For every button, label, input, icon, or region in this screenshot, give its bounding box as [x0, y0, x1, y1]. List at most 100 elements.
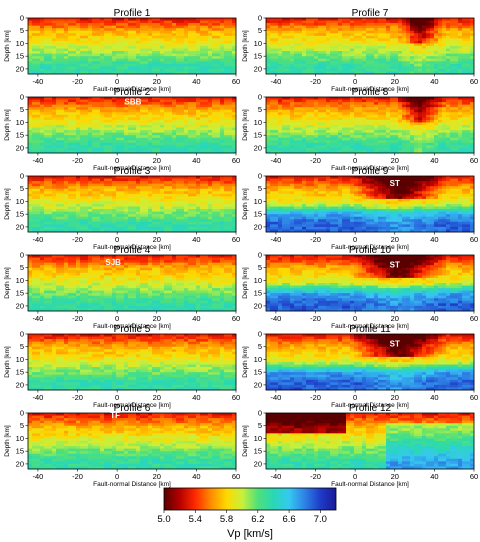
x-tick-label: -40	[32, 314, 43, 323]
x-axis-label: Fault-normal Distance [km]	[93, 244, 171, 251]
y-axis-label: Depth [km]	[4, 188, 11, 220]
y-tick-label: 0	[258, 93, 262, 102]
feature-annotation: ST	[390, 340, 400, 349]
panel-frame	[265, 175, 475, 233]
x-tick-label: -20	[310, 314, 321, 323]
profile-panels: Profile 1 -40 -20 0 20 40 60 Fault-normal Dista…	[4, 8, 478, 488]
panel-frame	[27, 333, 237, 391]
x-tick-label: 20	[153, 472, 161, 481]
y-tick-label: 5	[20, 342, 24, 351]
x-tick-label: 0	[115, 393, 119, 402]
y-tick-label: 5	[258, 184, 262, 193]
velocity-grid	[266, 97, 475, 154]
x-axis-label: Fault-normal Distance [km]	[93, 165, 171, 172]
y-axis-label: Depth [km]	[242, 188, 249, 220]
y-tick-label: 20	[16, 459, 24, 468]
panel-title: Profile 11	[349, 324, 391, 335]
y-tick-label: 5	[20, 263, 24, 272]
velocity-grid	[28, 413, 237, 470]
y-tick-label: 5	[20, 105, 24, 114]
x-tick-label: -20	[310, 393, 321, 402]
y-axis-label: Depth [km]	[4, 109, 11, 141]
y-tick-label: 10	[16, 39, 24, 48]
x-tick-label: 20	[391, 393, 399, 402]
x-tick-label: 60	[470, 235, 478, 244]
x-tick-label: -20	[72, 472, 83, 481]
colorbar-tick-label: 5.0	[157, 514, 170, 525]
profile-panel: Profile 8 -40 -20 0 20 40 60 Fault-normal Dista…	[242, 87, 478, 172]
y-tick-label: 20	[16, 222, 24, 231]
x-axis-label: Fault-normal Distance [km]	[93, 323, 171, 330]
profile-panel: Profile 10 -40 -20 0 20 40 60 Fault-normal Dist…	[242, 245, 478, 330]
x-tick-label: 40	[430, 393, 438, 402]
x-axis-label: Fault-normal Distance [km]	[331, 481, 409, 488]
profile-panel: Profile 11 -40 -20 0 20 40 60 Fault-normal Dist…	[242, 324, 478, 409]
profile-panel: Profile 2 -40 -20 0 20 40 60 Fault-normal Dista…	[4, 87, 240, 172]
x-axis-label: Fault-normal Distance [km]	[93, 481, 171, 488]
y-tick-label: 5	[258, 105, 262, 114]
x-tick-label: -20	[310, 156, 321, 165]
profile-panel: Profile 3 -40 -20 0 20 40 60 Fault-normal Dista…	[4, 166, 240, 251]
x-tick-label: -40	[270, 472, 281, 481]
x-tick-label: -20	[72, 156, 83, 165]
colorbar-tick-label: 5.8	[220, 514, 233, 525]
colorbar-label: Vp [km/s]	[227, 528, 273, 540]
panel-title: Profile 4	[114, 245, 151, 256]
y-tick-label: 20	[254, 222, 262, 231]
x-tick-label: 0	[353, 235, 357, 244]
feature-annotation: ST	[390, 179, 400, 188]
panel-frame	[27, 412, 237, 470]
y-tick-label: 20	[16, 301, 24, 310]
y-tick-label: 0	[258, 330, 262, 339]
x-tick-label: 40	[430, 472, 438, 481]
x-tick-label: 0	[115, 235, 119, 244]
x-tick-label: 20	[391, 472, 399, 481]
x-tick-label: -20	[72, 77, 83, 86]
x-tick-label: 60	[470, 156, 478, 165]
x-tick-label: -20	[310, 77, 321, 86]
x-tick-label: -40	[270, 77, 281, 86]
x-tick-label: 60	[470, 77, 478, 86]
x-tick-label: -40	[32, 393, 43, 402]
y-tick-label: 20	[254, 64, 262, 73]
y-tick-label: 20	[16, 64, 24, 73]
y-tick-label: 10	[254, 118, 262, 127]
x-tick-label: 20	[153, 235, 161, 244]
x-tick-label: 60	[470, 472, 478, 481]
x-tick-label: -20	[310, 472, 321, 481]
y-tick-label: 15	[16, 52, 24, 61]
y-tick-label: 20	[16, 380, 24, 389]
panel-title: Profile 9	[352, 166, 389, 177]
panel-title: Profile 6	[114, 403, 151, 414]
panel-title: Profile 5	[114, 324, 151, 335]
y-tick-label: 5	[258, 263, 262, 272]
x-tick-label: 40	[430, 156, 438, 165]
x-tick-label: -20	[310, 235, 321, 244]
panel-frame	[265, 254, 475, 312]
colorbar-tick-label: 5.4	[189, 514, 202, 525]
x-tick-label: 60	[232, 77, 240, 86]
x-tick-label: 60	[232, 393, 240, 402]
y-tick-label: 0	[258, 14, 262, 23]
y-tick-label: 0	[258, 172, 262, 181]
y-tick-label: 20	[254, 459, 262, 468]
colorbar: 5.0 5.4 5.8 6.2 6.6 7.0 Vp [km/s]	[157, 487, 337, 540]
colorbar-tick-label: 7.0	[314, 514, 327, 525]
x-tick-label: -40	[270, 156, 281, 165]
panel-title: Profile 1	[114, 8, 151, 19]
panel-frame	[27, 96, 237, 154]
feature-annotation: ST	[390, 261, 400, 270]
velocity-grid	[28, 18, 237, 75]
y-tick-label: 0	[20, 172, 24, 181]
colorbar-tick-label: 6.6	[282, 514, 295, 525]
panel-frame	[265, 412, 475, 470]
y-tick-label: 20	[254, 301, 262, 310]
profile-panel: Profile 1 -40 -20 0 20 40 60 Fault-normal Dista…	[4, 8, 240, 93]
x-tick-label: 60	[232, 235, 240, 244]
x-tick-label: 40	[192, 472, 200, 481]
x-tick-label: -40	[32, 156, 43, 165]
y-tick-label: 10	[16, 197, 24, 206]
y-tick-label: 5	[258, 342, 262, 351]
x-axis-label: Fault-normal Distance [km]	[331, 244, 409, 251]
y-tick-label: 0	[20, 409, 24, 418]
